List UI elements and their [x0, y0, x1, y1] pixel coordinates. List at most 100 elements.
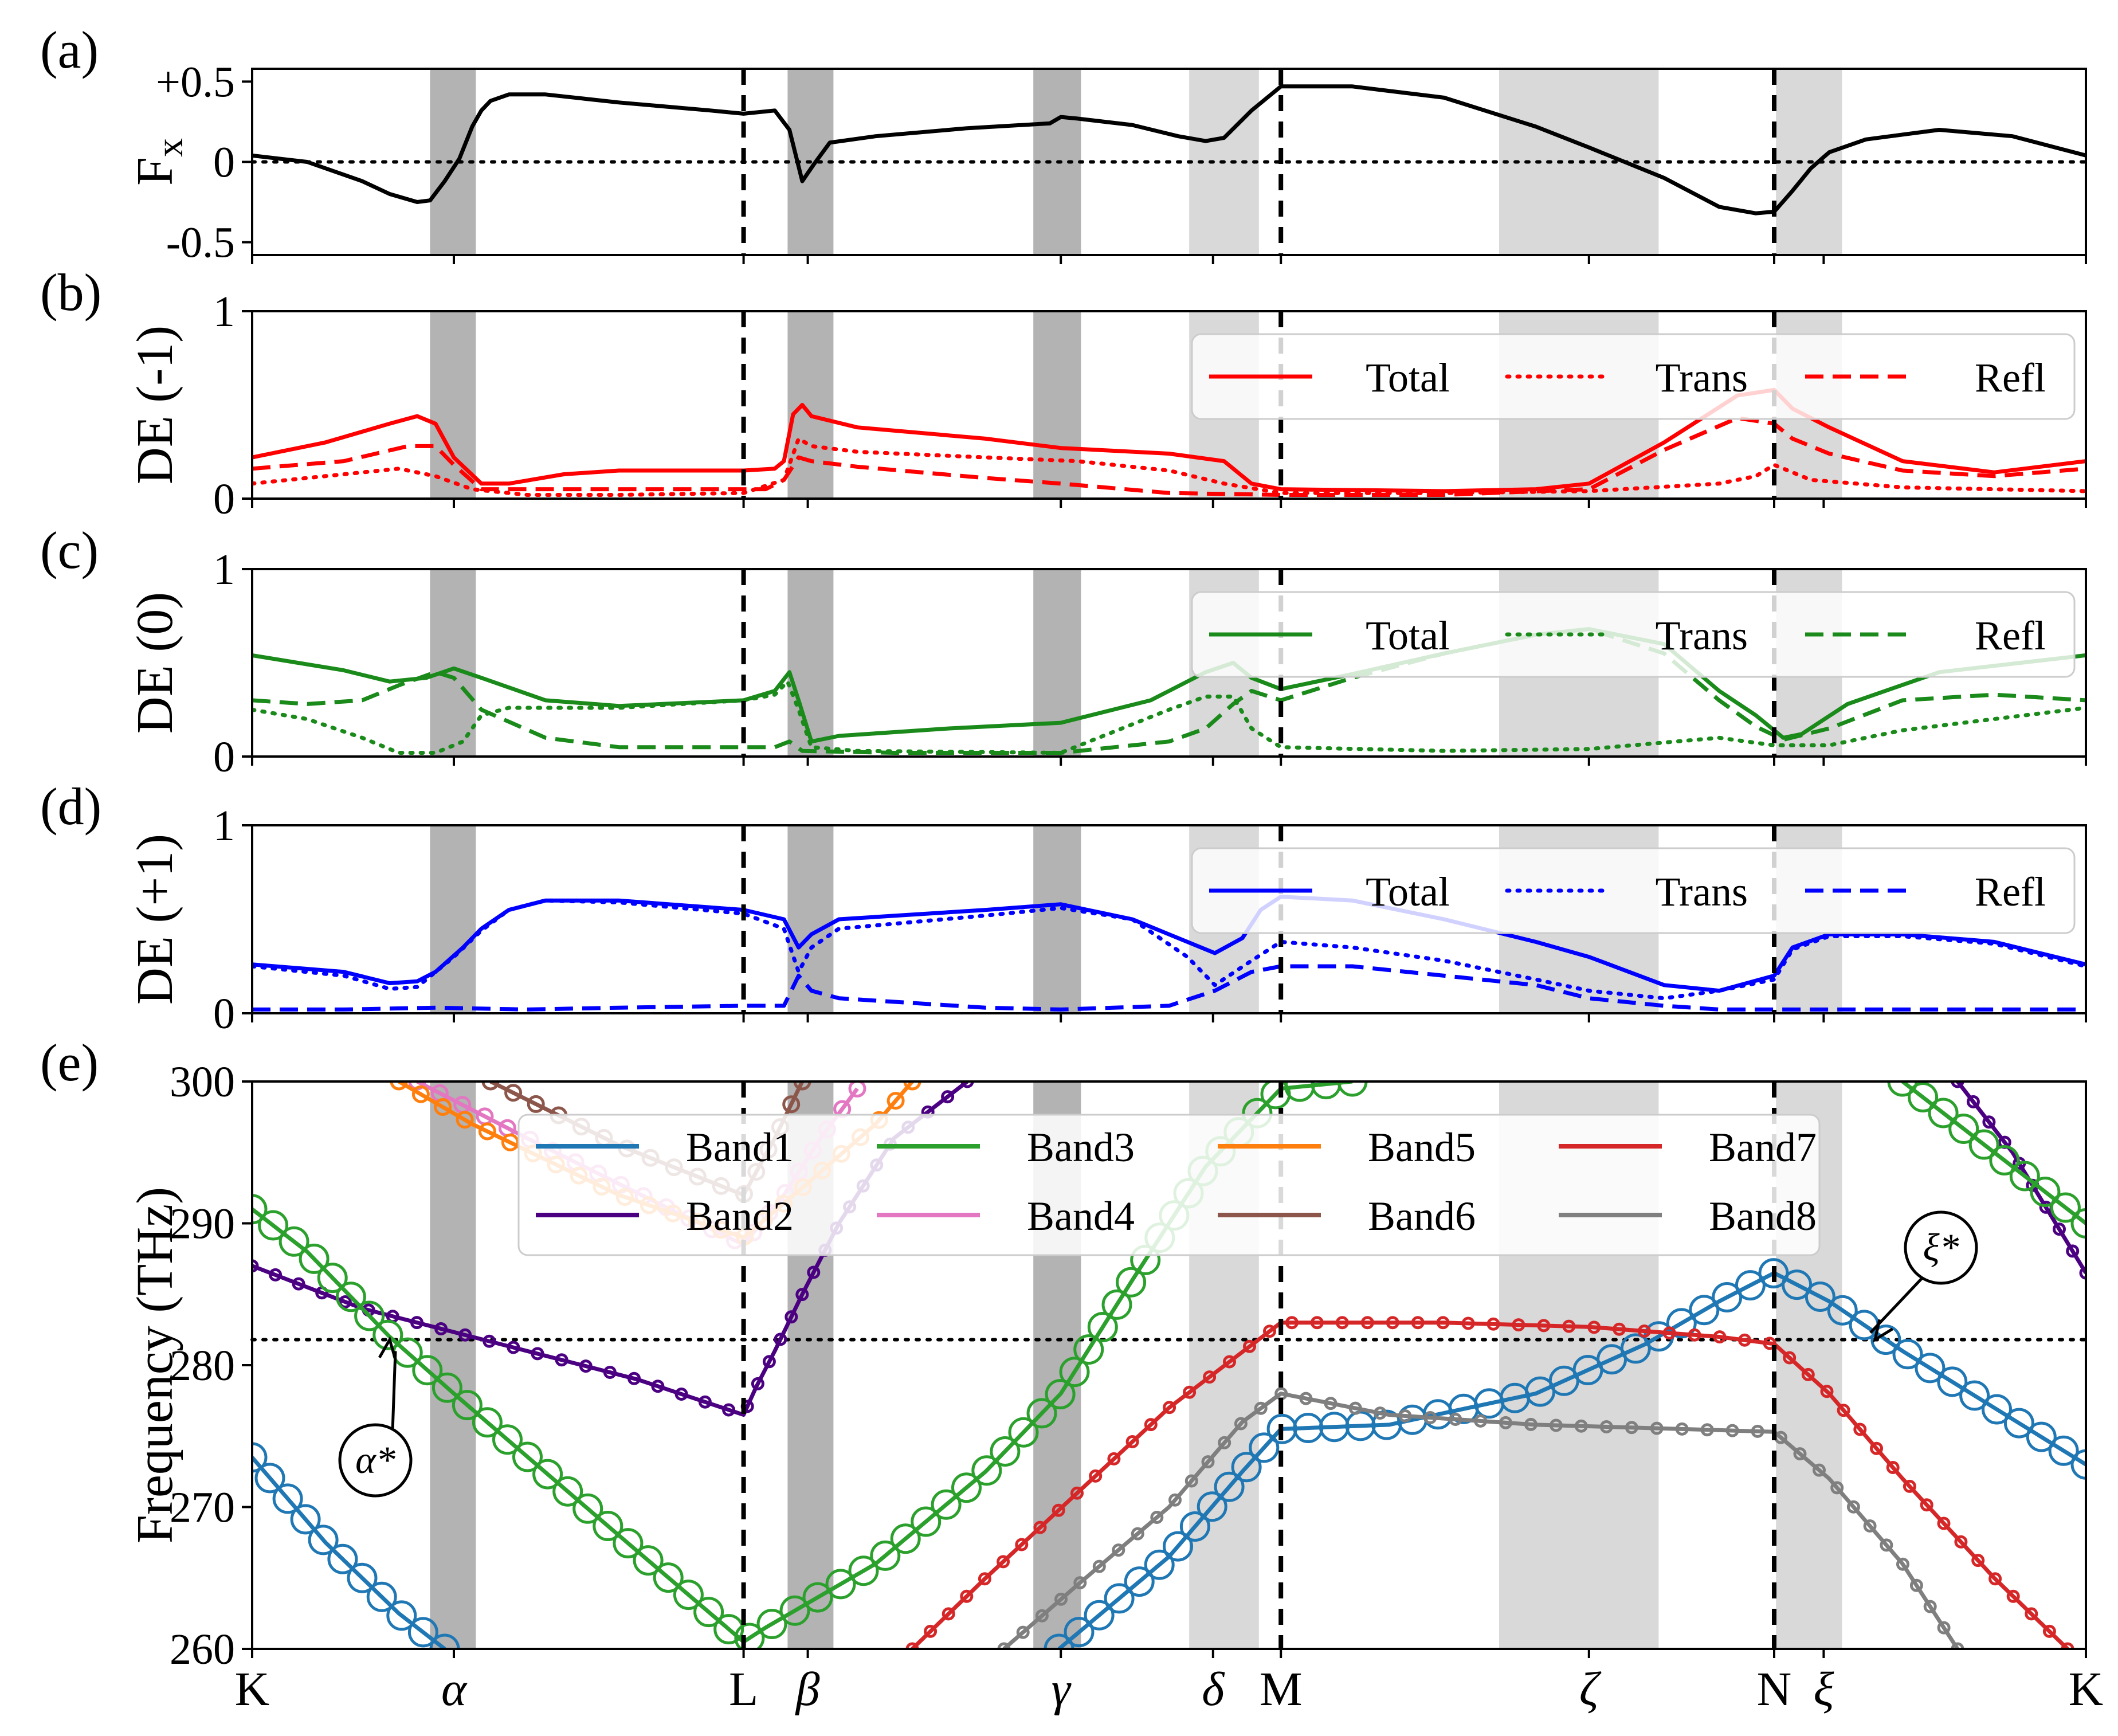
legend-box [517, 1114, 1821, 1256]
band-marker [1909, 1578, 1923, 1592]
band-marker [2050, 1192, 2081, 1223]
band-marker [1801, 1367, 1815, 1381]
panel-d: 1 0 (d) DE (+1) Total Trans Refl [40, 777, 2087, 1038]
shaded-region [430, 1081, 476, 1649]
annotation-label: α* [355, 1438, 395, 1482]
band-marker [1486, 1317, 1500, 1331]
shaded-region [787, 311, 834, 499]
band-marker [1360, 1316, 1374, 1330]
band-marker [1512, 1318, 1525, 1332]
band-marker [317, 1263, 348, 1294]
band-marker [1988, 1572, 2002, 1586]
series-group [252, 84, 2086, 215]
band-marker [252, 1194, 268, 1225]
band-marker [507, 1341, 520, 1354]
band-marker [481, 1081, 500, 1091]
band-marker [429, 1633, 460, 1649]
y-tick-label: 0 [213, 475, 235, 523]
band-marker [390, 1081, 408, 1091]
band-marker [1035, 1609, 1049, 1623]
x-tick-label: β [795, 1663, 820, 1716]
panel-label: (b) [40, 263, 101, 322]
x-tick-label: K [235, 1663, 270, 1716]
band-marker [1073, 1576, 1087, 1590]
y-axis-label: DE (-1) [127, 326, 183, 484]
band-marker [1436, 1316, 1450, 1330]
series-line-band7 [911, 1320, 2069, 1649]
band-marker [411, 1085, 430, 1103]
band-marker [1549, 1418, 1563, 1432]
band-marker [1124, 1566, 1155, 1597]
band-marker [905, 1642, 919, 1649]
band-marker [693, 1597, 724, 1628]
band-marker [483, 1334, 496, 1348]
band-marker [848, 1081, 866, 1098]
band-marker [512, 1441, 543, 1472]
band-marker [1092, 1559, 1106, 1573]
band-marker [1348, 1401, 1362, 1415]
band-marker [2026, 1421, 2057, 1452]
band-marker [1805, 1282, 1835, 1312]
band-marker [1084, 1600, 1115, 1631]
band-marker [1299, 1392, 1313, 1405]
band-marker [1908, 1082, 1939, 1112]
legend-label: Total [1366, 869, 1450, 915]
band-marker [911, 1506, 942, 1537]
band-marker [1131, 1527, 1144, 1541]
band-marker [1725, 1424, 1739, 1437]
y-tick-label: 1 [213, 288, 235, 336]
band-marker [1954, 1535, 1968, 1549]
panel-a: +0.5 0 -0.5 (a) Fx [40, 21, 2088, 267]
band-marker [1587, 1320, 1601, 1334]
band-marker [1524, 1417, 1537, 1431]
band-marker [1449, 1413, 1462, 1426]
band-marker [887, 1092, 905, 1110]
band-marker [1783, 1351, 1797, 1365]
band-marker [1846, 1500, 1860, 1514]
band-marker [1285, 1316, 1299, 1330]
band-marker [1104, 1583, 1135, 1614]
shaded-region [430, 311, 476, 499]
shaded-region [430, 569, 476, 757]
legend: Total Trans Refl [1191, 591, 2076, 678]
band-marker [1782, 1269, 1813, 1300]
band-marker [1044, 1633, 1074, 1649]
band-marker [1016, 1625, 1030, 1639]
band-marker [299, 1243, 330, 1274]
band-marker [795, 1288, 809, 1302]
band-marker [1793, 1447, 1807, 1461]
band-marker [1461, 1316, 1475, 1330]
band-marker [347, 1562, 378, 1593]
band-marker [1499, 1416, 1512, 1429]
band-marker [1008, 1417, 1039, 1448]
x-tick-label: ξ [1813, 1663, 1834, 1716]
y-tick-label: +0.5 [156, 58, 235, 106]
legend-label: Trans [1656, 355, 1748, 401]
band-marker [1073, 1334, 1104, 1365]
band-marker [338, 1295, 352, 1308]
band-marker [870, 1540, 901, 1571]
band-marker [1218, 1436, 1231, 1449]
band-marker [2053, 1222, 2066, 1236]
band-marker [1971, 1554, 1985, 1568]
x-tick-label: M [1260, 1663, 1303, 1716]
panel-label: (e) [40, 1033, 99, 1092]
band-marker [1373, 1406, 1387, 1420]
band-marker [942, 1607, 955, 1621]
band-marker [292, 1277, 305, 1291]
y-tick-label: 270 [170, 1484, 235, 1532]
band-marker [1870, 1441, 1883, 1455]
band-marker [1423, 1411, 1437, 1424]
series-line-blue-dotted [252, 898, 2086, 1001]
panel-label: (a) [40, 21, 99, 79]
band-marker [552, 1476, 583, 1507]
band-marker [1263, 1324, 1276, 1338]
legend-label: Band3 [1027, 1124, 1135, 1170]
band-marker [1948, 1114, 1979, 1144]
band-marker [407, 1617, 438, 1648]
band-marker [432, 1372, 462, 1403]
band-marker [290, 1504, 321, 1535]
band-marker [924, 1624, 938, 1638]
band-marker [1887, 1081, 1918, 1097]
x-tick-label: N [1757, 1663, 1792, 1716]
